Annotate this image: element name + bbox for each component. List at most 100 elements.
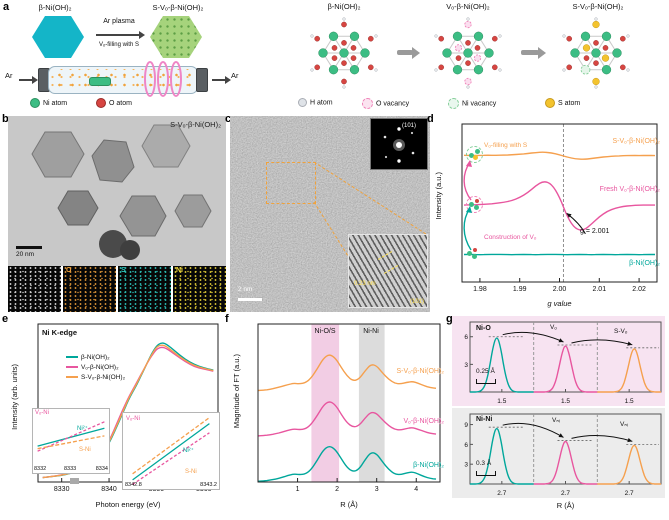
sample-boat: [89, 77, 111, 86]
svg-text:1.5: 1.5: [497, 398, 506, 405]
cluster-icon-o-vacancy: [466, 196, 483, 213]
product-hexagon: [150, 16, 202, 58]
inset-tick: 8334: [95, 466, 108, 472]
gas-out-arrow: [212, 76, 231, 84]
plasma-coil-icon: [144, 61, 182, 97]
delta-label-bottom: 0.3 Å: [476, 460, 492, 467]
panel-b: S-Vₒ-β-Ni(OH)₂ 20 nm O S Ni: [8, 116, 226, 312]
band-label-ni-ni: Ni-Ni: [363, 328, 379, 335]
exafs-ylabel: Magnitude of FT (a.u.): [232, 354, 241, 429]
epr-series-label-pristine: β-Ni(OH)₂: [629, 260, 660, 267]
eds-map-s: S: [118, 266, 171, 312]
exafs-chart: 1 2 3 4: [230, 316, 448, 512]
cluster-icon-s-filled: [466, 146, 483, 163]
xanes-legend: β-Ni(OH)₂ Vₒ-β-Ni(OH)₂ S-Vₒ-β-Ni(OH)₂: [66, 354, 125, 384]
eds-speckle: [173, 266, 226, 312]
lattice-measure-line: [377, 251, 393, 260]
svg-text:8340: 8340: [101, 486, 117, 493]
exafs-xlabel: R (Å): [340, 500, 358, 509]
g-xlabel: R (Å): [556, 501, 575, 510]
panel-e: 8330834083508360 Intensity (arb. units) …: [8, 316, 226, 516]
scale-bar-label: 20 nm: [16, 251, 35, 258]
eds-speckle: [8, 266, 61, 312]
arrow-label-s-vo: S-Vₒ: [614, 328, 628, 335]
band-label-ni-o-s: Ni-O/S: [314, 328, 336, 335]
svg-text:2.7: 2.7: [561, 490, 570, 497]
svg-text:1: 1: [296, 486, 300, 493]
panel-c: (101) 0.23 nm (101) 2 nm: [230, 116, 430, 312]
exafs-series-label-pristine: β-Ni(OH)₂: [413, 462, 444, 469]
arrow-label-vni-2: Vₙᵢ: [620, 421, 628, 428]
s-atom-icon: [545, 98, 555, 108]
edge-inset: Vₒ-Ni Ni²⁺ S-Ni 8342.8 8343.2: [122, 412, 220, 490]
gas-in-arrow: [19, 76, 38, 84]
inset-label-s-ni: S-Ni: [185, 469, 197, 475]
svg-text:6: 6: [464, 334, 468, 341]
ni-ni-shift-panel: 3 6 9 2.7 2.7 2.7: [452, 408, 665, 498]
svg-text:2.00: 2.00: [553, 286, 567, 293]
h-atom-icon: [298, 98, 307, 107]
legend-h-atom: H atom: [298, 98, 333, 107]
epr-ylabel: Intensity (a.u.): [434, 172, 443, 220]
svg-text:8330: 8330: [54, 486, 70, 493]
ni-vacancy-icon: [448, 98, 459, 109]
legend-row: Vₒ-β-Ni(OH)₂: [66, 364, 125, 374]
legend-o-vacancy: O vacancy: [362, 98, 409, 109]
lattice-inset: 0.23 nm (101): [348, 234, 428, 308]
structure-title-1: β-Ni(OH)₂: [327, 2, 361, 11]
region-label-ni-ni: Ni-Ni: [476, 416, 493, 423]
arrow-label-vo: Vₒ: [550, 324, 557, 331]
inset-label-s-ni: S-Ni: [79, 447, 91, 453]
panel-label-d: d: [427, 113, 434, 125]
process-arrows: [463, 160, 472, 251]
plane-label: (101): [409, 299, 424, 305]
delta-label-top: 0.25 Å: [476, 368, 495, 375]
svg-text:2.7: 2.7: [625, 490, 634, 497]
g-value-annotation: g = 2.001: [580, 228, 610, 235]
epr-chart: 1.98 1.99 2.00 2.01 2.02: [432, 116, 665, 312]
scale-bar-label: 2 nm: [238, 286, 253, 293]
svg-text:3: 3: [375, 486, 379, 493]
xanes-xlabel: Photon energy (eV): [95, 500, 161, 509]
o-atom-icon: [96, 98, 106, 108]
precursor-hexagon: [32, 16, 84, 58]
fft-pattern: [383, 127, 415, 163]
pre-edge-inset: Vₒ-Ni Ni²⁺ S-Ni 8332 8333 8334: [32, 408, 110, 474]
inset-label-vo-ni: Vₒ-Ni: [35, 410, 49, 416]
ni-atom-icon: [30, 98, 40, 108]
inset-tick: 8342.8: [125, 482, 142, 488]
inset-label-ni2: Ni²⁺: [77, 426, 88, 432]
legend-row: β-Ni(OH)₂: [66, 354, 125, 364]
eds-map-o: O: [63, 266, 116, 312]
svg-text:4: 4: [414, 486, 418, 493]
panel-f: 1 2 3 4 Magnitude of FT (a.u.) R (Å) Ni-O/S…: [230, 316, 448, 516]
arrow-top-label: Ar plasma: [103, 18, 135, 25]
svg-text:2.01: 2.01: [592, 286, 606, 293]
legend-swatch: [66, 366, 78, 369]
epr-xlabel: g value: [547, 299, 572, 308]
svg-text:9: 9: [464, 422, 468, 429]
panel-label-e: e: [2, 313, 9, 325]
edge-title: Ni K-edge: [42, 328, 78, 337]
svg-text:3: 3: [464, 362, 468, 369]
inset-tick: 8332: [34, 466, 47, 472]
eds-map-composite: [8, 266, 61, 312]
exafs-series-label-vo: Vₒ-β-Ni(OH)₂: [403, 418, 445, 425]
panel-a: β-Ni(OH)₂ Ar plasma Vₒ-filling with S S-…: [0, 0, 669, 112]
cluster-icon-pristine: [466, 246, 481, 261]
svg-text:2.02: 2.02: [632, 286, 646, 293]
o-vacancy-icon: [362, 98, 373, 109]
gas-out-label: Ar: [231, 71, 239, 80]
delta-bracket-top: [476, 379, 496, 384]
legend-swatch: [66, 376, 78, 379]
panel-d: 1.98 1.99 2.00 2.01 2.02 Intensity (a.u.) g …: [432, 116, 665, 312]
tube-cap-right: [196, 68, 208, 92]
legend-row: S-Vₒ-β-Ni(OH)₂: [66, 374, 125, 384]
process-bottom-label: Construction of Vₒ: [484, 234, 537, 241]
d-spacing-label: 0.23 nm: [354, 281, 376, 287]
structure-title-2: Vₒ-β-Ni(OH)₂: [446, 2, 490, 11]
tem-image: [8, 116, 226, 266]
legend-s-atom: S atom: [545, 98, 580, 108]
crystal-structure-o-vacancy: [420, 13, 516, 93]
